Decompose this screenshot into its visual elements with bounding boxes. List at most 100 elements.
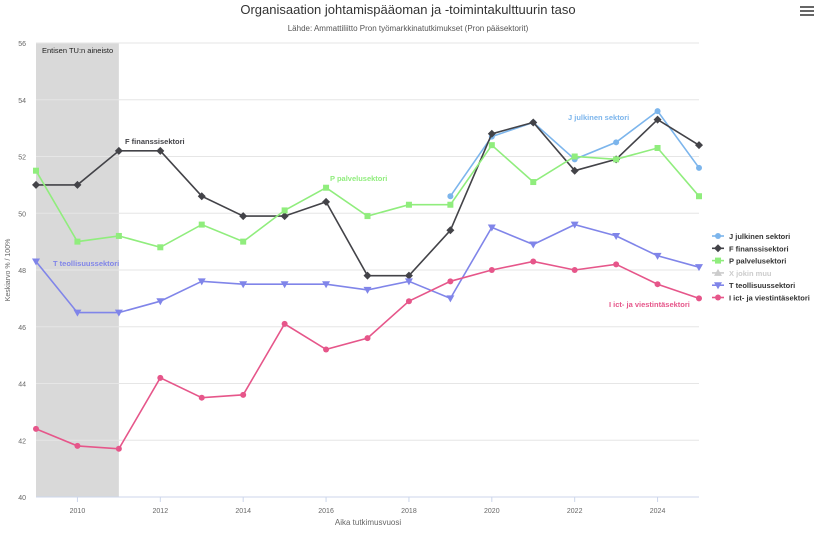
data-point-j-julkinen-sektori: [654, 108, 661, 115]
data-point-t-teollisuussektori: [363, 286, 372, 294]
data-point-t-teollisuussektori: [156, 298, 165, 306]
legend-item-f-finanssisektori[interactable]: F finanssisektori: [729, 244, 789, 253]
legend: J julkinen sektori F finanssisektori P pal…: [712, 232, 810, 303]
data-point-i-ict-ja-viestint-sektori: [447, 278, 454, 285]
chart-menu-button[interactable]: [800, 4, 814, 18]
legend-item-p-palvelusektori[interactable]: P palvelusektori: [729, 257, 786, 266]
legend-marker-t-teollisuussektori: [714, 282, 722, 290]
data-point-p-palvelusektori: [488, 142, 495, 149]
data-point-f-finanssisektori: [239, 212, 248, 221]
data-point-f-finanssisektori: [280, 212, 289, 221]
x-tick-label: 2018: [401, 508, 417, 515]
data-point-t-teollisuussektori: [32, 258, 40, 266]
data-point-f-finanssisektori: [156, 146, 165, 155]
data-point-p-palvelusektori: [323, 184, 330, 191]
menu-line-icon: [800, 14, 814, 16]
data-point-i-ict-ja-viestint-sektori: [115, 445, 122, 452]
data-point-p-palvelusektori: [33, 167, 39, 174]
data-point-p-palvelusektori: [696, 193, 702, 200]
data-point-i-ict-ja-viestint-sektori: [157, 374, 164, 381]
data-point-j-julkinen-sektori: [447, 193, 454, 200]
legend-item-i-ict-ja-viestint-sektori[interactable]: I ict- ja viestintäsektori: [729, 294, 810, 303]
x-axis-label: Aika tutkimusvuosi: [335, 518, 401, 527]
series-label-f-finanssisektori: F finanssisektori: [125, 137, 185, 146]
data-point-i-ict-ja-viestint-sektori: [323, 346, 330, 353]
data-point-i-ict-ja-viestint-sektori: [405, 298, 412, 305]
data-point-i-ict-ja-viestint-sektori: [530, 258, 537, 265]
data-point-i-ict-ja-viestint-sektori: [654, 281, 661, 288]
data-point-p-palvelusektori: [157, 244, 164, 251]
legend-marker-i-ict-ja-viestint-sektori: [715, 294, 721, 301]
data-point-f-finanssisektori: [446, 226, 455, 235]
y-tick-label: 42: [18, 438, 26, 445]
y-tick-label: 40: [18, 495, 26, 502]
data-point-t-teollisuussektori: [612, 232, 621, 240]
y-tick-label: 56: [18, 41, 26, 48]
series-label-j-julkinen-sektori: J julkinen sektori: [568, 113, 629, 122]
chart-subtitle: Lähde: Ammattiliitto Pron työmarkkinatut…: [288, 24, 529, 33]
x-tick-label: 2016: [318, 508, 334, 515]
data-point-j-julkinen-sektori: [613, 139, 620, 146]
menu-line-icon: [800, 6, 814, 8]
x-tick-label: 2012: [153, 508, 169, 515]
data-point-t-teollisuussektori: [114, 309, 123, 317]
data-point-i-ict-ja-viestint-sektori: [198, 394, 205, 401]
x-tick-label: 2020: [484, 508, 500, 515]
data-point-p-palvelusektori: [198, 221, 205, 228]
x-tick-label: 2010: [70, 508, 86, 515]
data-point-f-finanssisektori: [322, 197, 331, 206]
series-label-t-teollisuussektori: T teollisuussektori: [53, 259, 119, 268]
y-tick-label: 54: [18, 98, 26, 105]
data-point-f-finanssisektori: [197, 192, 206, 201]
data-point-t-teollisuussektori: [487, 224, 496, 232]
series-line-t-teollisuussektori: [35, 223, 700, 314]
data-point-p-palvelusektori: [74, 238, 81, 245]
data-point-t-teollisuussektori: [73, 309, 82, 317]
data-point-t-teollisuussektori: [695, 264, 703, 272]
data-point-f-finanssisektori: [529, 118, 538, 127]
data-point-t-teollisuussektori: [446, 295, 455, 303]
data-point-i-ict-ja-viestint-sektori: [240, 391, 247, 398]
data-point-f-finanssisektori: [32, 180, 40, 189]
legend-item-x-jokin-muu[interactable]: X jokin muu: [729, 269, 772, 278]
data-point-p-palvelusektori: [115, 232, 122, 239]
legend-marker-p-palvelusektori: [715, 257, 721, 264]
y-axis-label: Keskiarvo % / 100%: [5, 239, 12, 302]
legend-item-j-julkinen-sektori[interactable]: J julkinen sektori: [729, 232, 790, 241]
band-label: Entisen TU:n aineisto: [42, 46, 113, 55]
data-point-t-teollisuussektori: [239, 281, 248, 289]
legend-item-t-teollisuussektori[interactable]: T teollisuussektori: [729, 281, 795, 290]
data-point-f-finanssisektori: [73, 180, 82, 189]
y-tick-label: 52: [18, 155, 26, 162]
chart-title: Organisaation johtamispääoman ja -toimin…: [240, 2, 575, 17]
data-point-i-ict-ja-viestint-sektori: [613, 261, 620, 268]
data-point-f-finanssisektori: [487, 129, 496, 138]
data-point-p-palvelusektori: [530, 179, 537, 186]
data-point-i-ict-ja-viestint-sektori: [696, 295, 702, 302]
data-point-f-finanssisektori: [363, 271, 372, 280]
data-point-p-palvelusektori: [240, 238, 247, 245]
data-point-p-palvelusektori: [281, 207, 288, 214]
data-point-t-teollisuussektori: [280, 281, 289, 289]
data-point-p-palvelusektori: [405, 201, 412, 208]
data-point-j-julkinen-sektori: [696, 164, 702, 171]
data-point-t-teollisuussektori: [322, 281, 331, 289]
legend-marker-x-jokin-muu: [714, 268, 722, 276]
data-point-i-ict-ja-viestint-sektori: [488, 267, 495, 273]
data-point-f-finanssisektori: [114, 146, 123, 155]
data-point-t-teollisuussektori: [653, 252, 662, 260]
data-point-f-finanssisektori: [570, 166, 579, 175]
data-point-t-teollisuussektori: [529, 241, 538, 249]
data-point-i-ict-ja-viestint-sektori: [571, 267, 578, 273]
series-label-p-palvelusektori: P palvelusektori: [330, 174, 387, 183]
x-tick-label: 2014: [235, 508, 251, 515]
legend-marker-f-finanssisektori: [714, 244, 722, 253]
y-tick-label: 44: [18, 382, 26, 389]
legend-marker-j-julkinen-sektori: [715, 233, 721, 239]
data-point-p-palvelusektori: [364, 213, 371, 220]
data-point-t-teollisuussektori: [404, 278, 413, 286]
data-point-p-palvelusektori: [447, 201, 454, 208]
data-point-p-palvelusektori: [571, 153, 578, 160]
data-point-t-teollisuussektori: [570, 221, 579, 229]
menu-line-icon: [800, 10, 814, 12]
